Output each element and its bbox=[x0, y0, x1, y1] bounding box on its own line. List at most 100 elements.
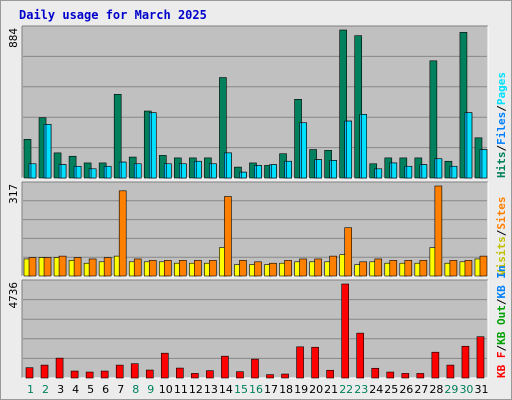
x-tick-label-day-14: 14 bbox=[219, 383, 233, 396]
bar-kbf-day-21 bbox=[326, 369, 334, 379]
bar-pages-day-16 bbox=[256, 165, 262, 179]
bar-pages-day-19 bbox=[301, 122, 307, 179]
bar-sites-day-13 bbox=[209, 260, 217, 277]
bar-hits-day-22 bbox=[339, 29, 347, 179]
bar-kbf-day-30 bbox=[461, 345, 470, 379]
bar-sites-day-21 bbox=[329, 255, 337, 277]
x-tick-label-day-1: 1 bbox=[27, 383, 34, 396]
bar-pages-day-1 bbox=[30, 163, 37, 179]
bar-kbf-day-27 bbox=[416, 373, 425, 379]
bar-kbf-day-5 bbox=[85, 371, 94, 379]
bar-hits-day-7 bbox=[113, 93, 122, 179]
bar-pages-day-6 bbox=[105, 165, 112, 179]
x-tick-label-day-9: 9 bbox=[147, 383, 154, 396]
chart-title: Daily usage for March 2025 bbox=[19, 8, 207, 22]
bar-sites-day-4 bbox=[73, 257, 82, 277]
legend-top: Hits/Files/Pages bbox=[495, 72, 508, 178]
x-tick-label-day-22: 22 bbox=[339, 383, 353, 396]
bar-sites-day-31 bbox=[479, 255, 488, 277]
legend-item: KB F bbox=[495, 352, 508, 379]
y-max-label-bottom: 4736 bbox=[7, 282, 20, 309]
legend-item: / bbox=[495, 229, 508, 236]
bar-pages-day-22 bbox=[346, 120, 352, 179]
x-tick-label-day-27: 27 bbox=[414, 383, 428, 396]
legend-item: / bbox=[495, 105, 508, 112]
bar-kbf-day-22 bbox=[341, 283, 349, 379]
bar-kbf-day-26 bbox=[401, 373, 410, 379]
x-tick-label-day-11: 11 bbox=[174, 383, 188, 396]
bar-pages-day-14 bbox=[226, 152, 232, 179]
x-tick-label-day-28: 28 bbox=[429, 383, 443, 396]
x-tick-label-day-2: 2 bbox=[42, 383, 49, 396]
x-tick-label-day-19: 19 bbox=[294, 383, 308, 396]
bar-sites-day-27 bbox=[419, 260, 428, 277]
y-max-label-middle: 317 bbox=[7, 184, 20, 204]
bar-sites-day-20 bbox=[314, 258, 322, 277]
x-tick-label-day-15: 15 bbox=[234, 383, 248, 396]
bar-kbf-day-25 bbox=[386, 371, 395, 379]
bar-pages-day-2 bbox=[45, 124, 52, 179]
bar-pages-day-27 bbox=[421, 164, 428, 179]
bar-sites-day-24 bbox=[374, 258, 383, 277]
panel-bg-1 bbox=[22, 26, 488, 178]
bar-sites-day-9 bbox=[148, 260, 157, 277]
bar-kbf-day-28 bbox=[431, 351, 440, 379]
bar-pages-day-5 bbox=[90, 168, 97, 179]
bar-kbf-day-8 bbox=[130, 363, 139, 379]
x-tick-label-day-29: 29 bbox=[444, 383, 458, 396]
bar-hits-day-23 bbox=[354, 35, 363, 179]
bar-pages-day-10 bbox=[165, 163, 172, 179]
bar-sites-day-2 bbox=[43, 257, 52, 277]
bar-sites-day-6 bbox=[103, 257, 112, 277]
x-tick-label-day-8: 8 bbox=[132, 383, 139, 396]
bar-kbf-day-16 bbox=[251, 358, 259, 379]
bar-sites-day-5 bbox=[88, 258, 97, 277]
bar-kbf-day-6 bbox=[100, 370, 109, 379]
bar-pages-day-21 bbox=[331, 160, 337, 179]
legend-item: Files bbox=[495, 112, 508, 145]
x-tick-label-day-25: 25 bbox=[384, 383, 398, 396]
bar-hits-day-1 bbox=[23, 139, 32, 179]
bar-pages-day-13 bbox=[211, 163, 217, 179]
legend-bottom: KB F/KB Out/KB In bbox=[495, 265, 508, 378]
bar-pages-day-15 bbox=[241, 171, 247, 179]
legend-middle: Visits/Sites bbox=[495, 197, 508, 277]
x-tick-label-day-21: 21 bbox=[324, 383, 338, 396]
x-tick-label-day-4: 4 bbox=[72, 383, 79, 396]
bar-sites-day-10 bbox=[163, 260, 172, 277]
x-tick-label-day-20: 20 bbox=[309, 383, 323, 396]
bar-pages-day-9 bbox=[150, 112, 157, 179]
bar-pages-day-29 bbox=[451, 165, 458, 179]
bar-pages-day-26 bbox=[406, 165, 413, 179]
bar-kbf-day-3 bbox=[55, 357, 64, 379]
bar-kbf-day-18 bbox=[281, 373, 289, 379]
bar-pages-day-3 bbox=[60, 164, 67, 179]
legend-item: / bbox=[495, 345, 508, 352]
x-tick-label-day-23: 23 bbox=[354, 383, 368, 396]
bar-sites-day-23 bbox=[359, 261, 368, 277]
bar-sites-day-11 bbox=[179, 260, 187, 277]
bar-sites-day-16 bbox=[254, 261, 262, 277]
bar-sites-day-3 bbox=[58, 255, 67, 277]
bar-kbf-day-9 bbox=[145, 369, 154, 379]
bar-sites-day-8 bbox=[133, 258, 142, 277]
bar-kbf-day-14 bbox=[221, 355, 229, 379]
x-tick-label-day-13: 13 bbox=[204, 383, 218, 396]
bar-kbf-day-13 bbox=[206, 370, 214, 379]
y-max-label-top: 884 bbox=[7, 28, 20, 48]
bar-sites-day-25 bbox=[389, 260, 398, 277]
bar-sites-day-17 bbox=[269, 262, 277, 277]
bar-sites-day-30 bbox=[464, 260, 473, 277]
x-tick-label-day-17: 17 bbox=[264, 383, 278, 396]
bar-sites-day-22 bbox=[344, 227, 352, 277]
bar-hits-day-14 bbox=[219, 77, 227, 179]
bar-pages-day-4 bbox=[75, 165, 82, 179]
bar-pages-day-30 bbox=[466, 112, 473, 179]
bar-sites-day-7 bbox=[118, 190, 127, 277]
x-tick-label-day-12: 12 bbox=[189, 383, 203, 396]
bar-sites-day-1 bbox=[28, 257, 37, 277]
bar-kbf-day-24 bbox=[371, 367, 380, 379]
bar-kbf-day-31 bbox=[476, 336, 485, 379]
bar-pages-day-31 bbox=[481, 149, 488, 179]
bar-kbf-day-23 bbox=[356, 332, 365, 379]
